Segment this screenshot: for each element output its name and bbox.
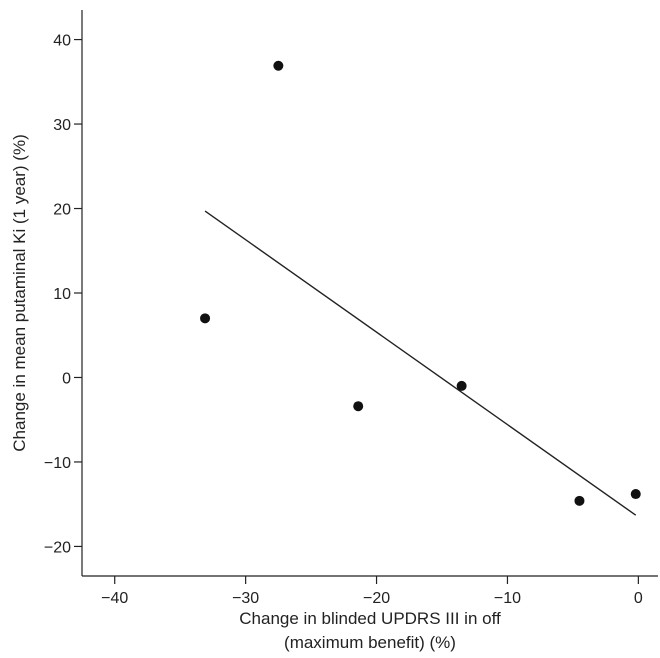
- y-tick-label: −20: [44, 539, 71, 556]
- y-tick-label: −10: [44, 455, 71, 472]
- trendline-group: [204, 210, 637, 516]
- y-tick-label: 10: [53, 286, 71, 303]
- y-axis-label: Change in mean putaminal Ki (1 year) (%): [10, 134, 29, 451]
- data-point: [456, 380, 467, 391]
- data-point: [273, 60, 284, 71]
- x-tick-label: −10: [494, 590, 521, 607]
- x-tick-label: −30: [232, 590, 259, 607]
- data-points: [200, 60, 641, 506]
- y-axis-ticks: −20 −10 0 10 20 30 40: [44, 33, 82, 556]
- x-axis-label-line-1: Change in blinded UPDRS III in off: [239, 609, 501, 628]
- y-tick-label: 20: [53, 202, 71, 219]
- y-tick-label: 30: [53, 117, 71, 134]
- data-point: [630, 489, 641, 500]
- data-point: [200, 313, 211, 324]
- x-tick-label: −40: [101, 590, 128, 607]
- axes: [81, 10, 658, 577]
- x-tick-label: 0: [634, 590, 643, 607]
- x-axis-label-line-2: (maximum benefit) (%): [284, 633, 456, 652]
- x-tick-label: −20: [363, 590, 390, 607]
- trendline: [204, 210, 637, 516]
- y-tick-label: 0: [62, 370, 71, 387]
- data-point: [353, 401, 364, 412]
- data-point: [574, 495, 585, 506]
- x-axis-ticks: −40 −30 −20 −10 0: [101, 576, 643, 607]
- y-tick-label: 40: [53, 33, 71, 50]
